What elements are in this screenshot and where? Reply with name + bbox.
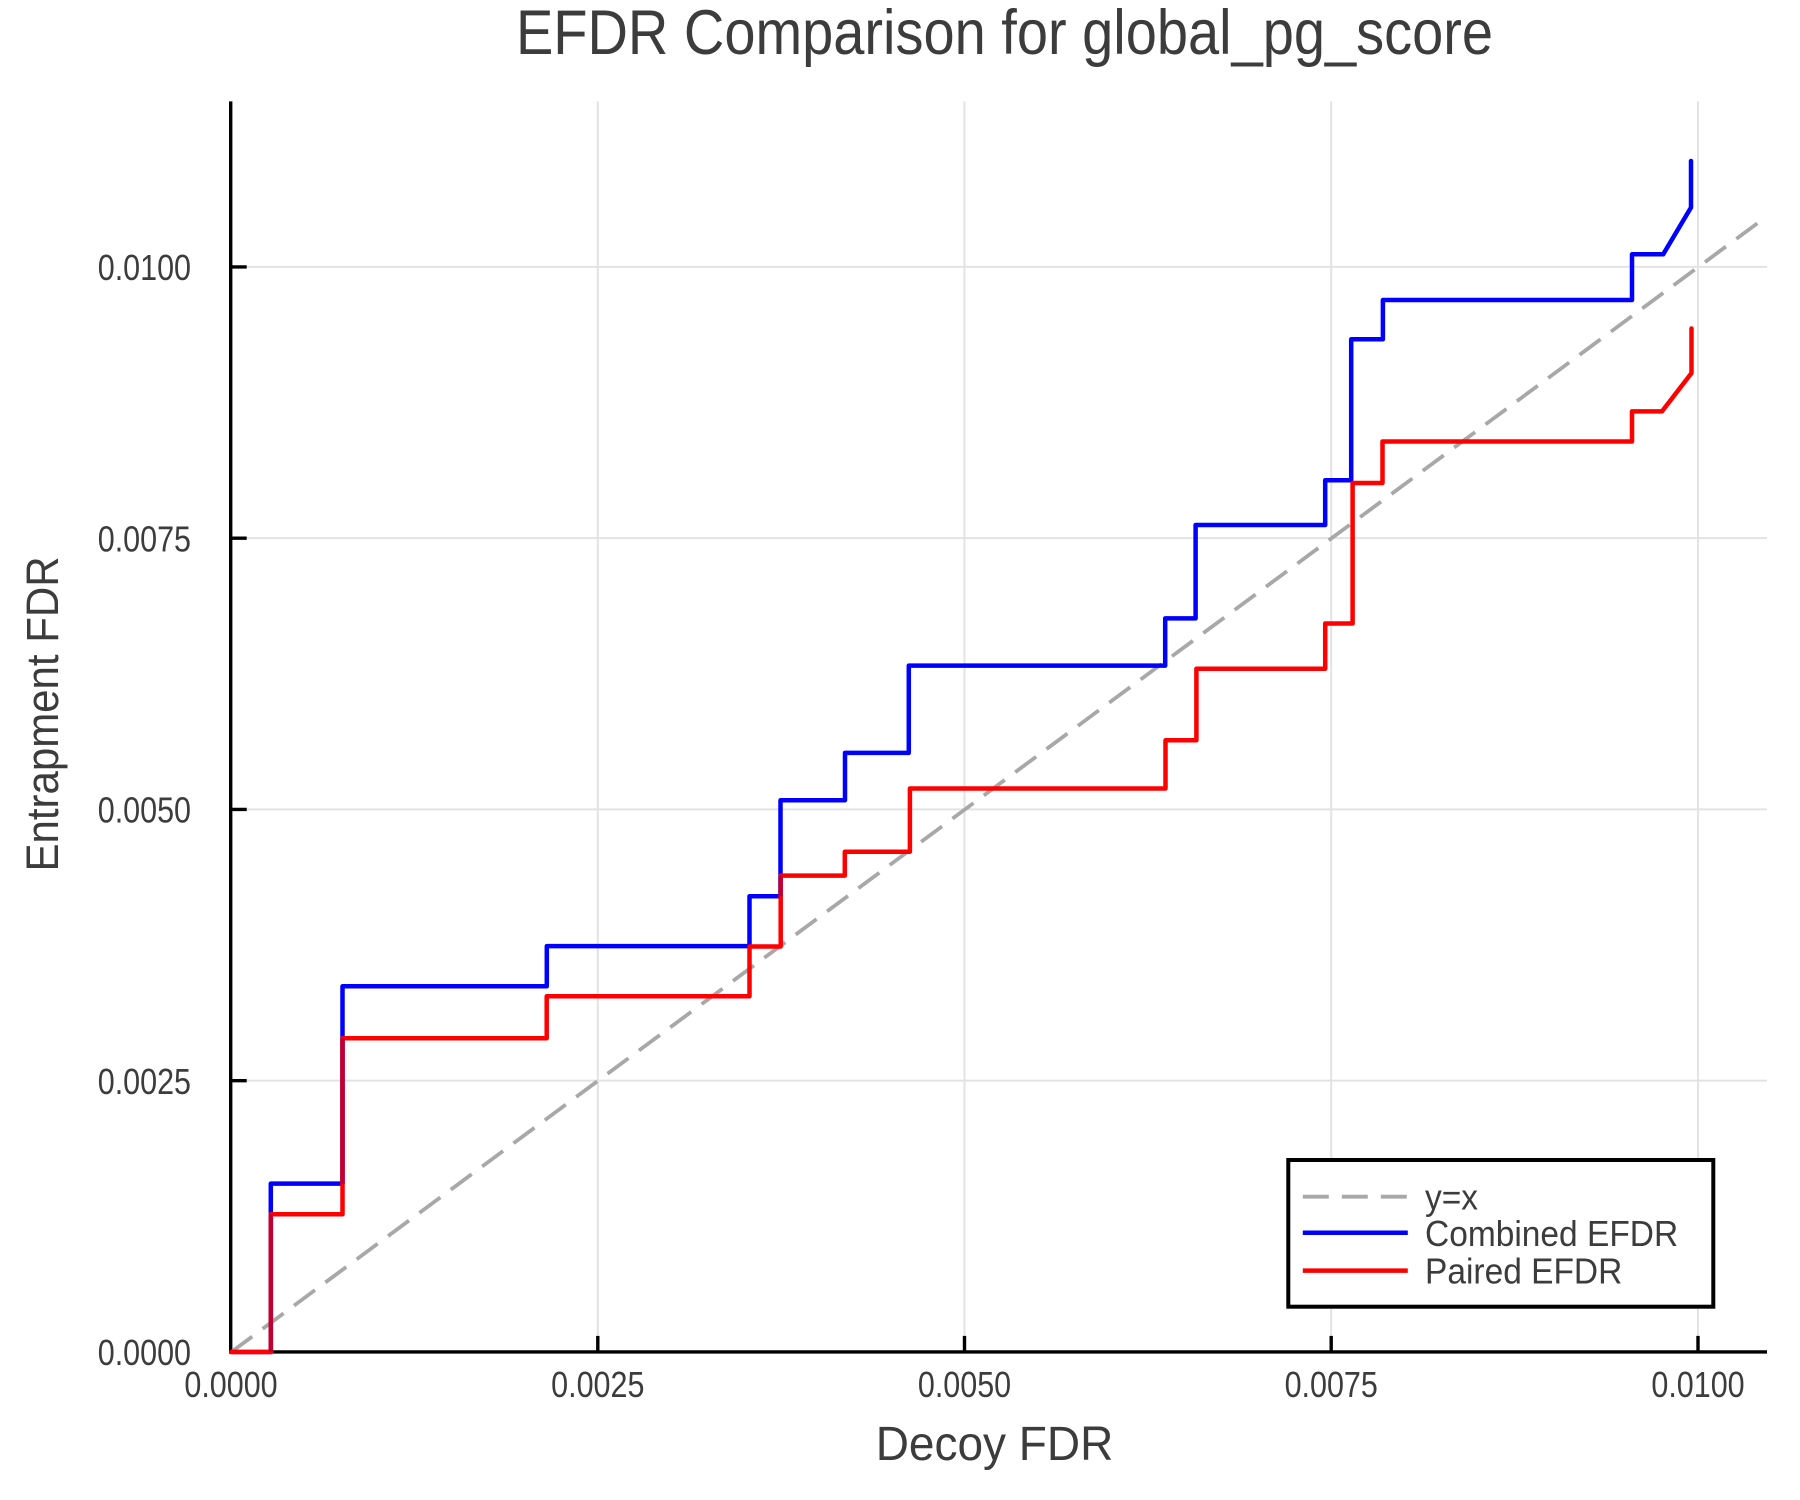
- svg-text:0.0025: 0.0025: [551, 1366, 644, 1406]
- svg-text:y=x: y=x: [1425, 1178, 1479, 1218]
- svg-text:0.0000: 0.0000: [184, 1366, 277, 1406]
- svg-text:EFDR Comparison for global_pg_: EFDR Comparison for global_pg_score: [516, 0, 1493, 68]
- svg-text:Entrapment FDR: Entrapment FDR: [18, 556, 69, 871]
- svg-text:0.0050: 0.0050: [918, 1366, 1011, 1406]
- svg-text:0.0075: 0.0075: [1285, 1366, 1378, 1406]
- svg-text:0.0050: 0.0050: [98, 791, 191, 831]
- svg-text:Paired EFDR: Paired EFDR: [1425, 1251, 1622, 1291]
- svg-text:0.0100: 0.0100: [98, 249, 191, 289]
- svg-text:Combined EFDR: Combined EFDR: [1425, 1214, 1678, 1254]
- svg-text:Decoy FDR: Decoy FDR: [876, 1417, 1114, 1470]
- svg-text:0.0100: 0.0100: [1651, 1366, 1744, 1406]
- svg-text:0.0075: 0.0075: [98, 520, 191, 560]
- svg-text:0.0000: 0.0000: [98, 1334, 191, 1374]
- svg-text:0.0025: 0.0025: [98, 1063, 191, 1103]
